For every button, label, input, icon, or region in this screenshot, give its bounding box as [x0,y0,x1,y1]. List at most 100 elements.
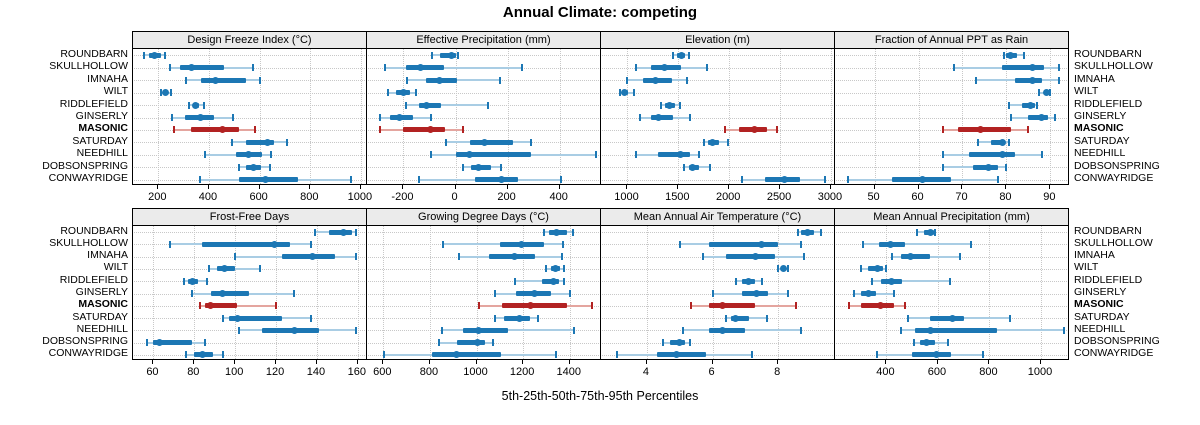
whisker-5-95 [385,66,522,69]
box-25-75 [930,315,964,321]
gridline-vertical [507,49,509,184]
median-dot [922,339,930,347]
cap-5th [207,265,210,273]
median-dot [1007,51,1015,59]
cap-5th [724,126,727,134]
box-25-75 [419,102,442,108]
gridline-vertical [559,49,561,184]
axis-tick [475,360,477,364]
whisker-5-95 [441,329,575,332]
gridline-vertical [316,226,318,359]
box-25-75 [958,127,1011,133]
row-guide-line [134,342,365,344]
cap-5th [462,163,465,171]
cap-95th [258,265,261,273]
median-dot [453,351,461,359]
cap-5th [383,351,386,359]
site-label-left: DOBSONSPRING [42,159,128,172]
axis-tick [626,185,628,189]
cap-95th [787,265,790,273]
median-dot [926,326,934,334]
box-25-75 [153,340,193,346]
cap-95th [1023,51,1026,59]
site-label-right: SKULLHOLLOW [1074,60,1153,73]
median-dot [416,64,424,72]
row-guide-line [134,55,365,57]
cap-95th [163,51,166,59]
site-label-left: NEEDHILL [76,322,128,335]
median-dot [758,240,766,248]
cap-95th [765,314,768,322]
cap-5th [916,228,919,236]
median-dot [780,176,788,184]
panel-strip: Mean Annual Air Temperature (°C) [600,208,835,226]
cap-95th [1058,64,1061,72]
cap-5th [406,76,409,84]
cap-95th [270,151,273,159]
box-25-75 [261,327,319,333]
axis-tick-label: 1000 [463,366,488,378]
panel-strip: Design Freeze Index (°C) [132,31,367,49]
axis-tick [315,360,317,364]
gridline-vertical [153,226,155,359]
cap-95th [947,339,950,347]
median-dot [804,228,812,236]
cap-5th [494,290,497,297]
row-guide-line [602,55,833,57]
axis-tick-label: 140 [306,366,326,378]
median-dot [873,265,881,273]
cap-95th [205,277,208,285]
axis-tick-label: 0 [451,191,458,203]
box-25-75 [709,303,756,309]
median-dot [396,114,404,121]
cap-95th [795,302,798,310]
median-dot [423,101,431,109]
cap-95th [530,138,532,146]
cap-95th [1049,89,1052,97]
axis-tick [728,185,730,189]
axis-tick-label: 1200 [509,366,535,378]
box-25-75 [709,241,779,247]
gridline-vertical [1006,49,1008,184]
cap-95th [1063,326,1066,334]
row-guide-line [602,318,833,320]
cap-5th [494,314,497,322]
panel-strip: Frost-Free Days [132,208,367,226]
row-guide-line [602,179,833,181]
cap-5th [890,253,893,261]
median-dot [233,314,241,322]
median-dot [677,51,685,59]
median-dot [262,176,270,184]
cap-95th [1009,314,1012,322]
box-25-75 [1015,77,1042,83]
axis-tick-label: 1000 [614,191,639,203]
median-dot [244,151,252,159]
cap-5th [159,89,162,97]
axis-tick [873,185,875,189]
cap-5th [183,277,186,285]
cap-95th [800,240,803,248]
axis-tick-label: 90 [1043,191,1056,203]
row-guide-line [836,268,1067,270]
row-guide-line [602,342,833,344]
cap-95th [903,302,906,310]
cap-5th [143,51,146,59]
row-guide-line [836,342,1067,344]
cap-95th [415,89,418,97]
box-25-75 [1002,65,1044,71]
cap-5th [734,277,737,285]
box-25-75 [455,152,531,158]
median-dot [660,64,668,72]
cap-95th [354,253,357,261]
cap-5th [168,64,171,72]
median-dot [1027,101,1035,109]
median-dot [864,290,872,297]
axis-tick-label: 1500 [665,191,690,203]
cap-95th [823,176,826,184]
row-guide-line [368,232,599,234]
axis-tick [193,360,195,364]
row-guide-line [602,105,833,107]
axis-tick [157,185,159,189]
cap-95th [803,253,806,261]
row-guide-line [368,55,599,57]
